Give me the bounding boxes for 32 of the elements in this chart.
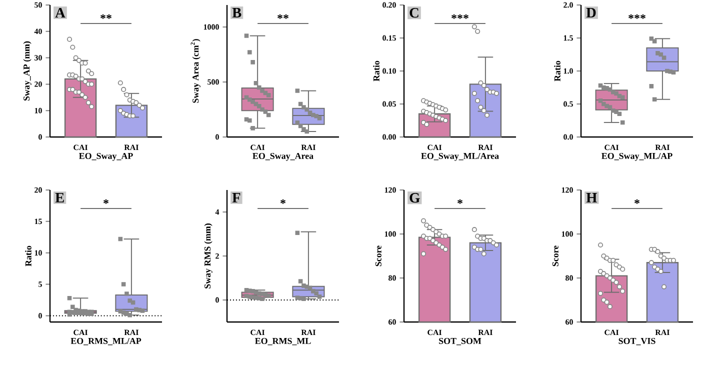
y-axis-title: Sway RMS (mm)	[204, 224, 212, 288]
y-axis-title: Ratio	[373, 60, 380, 82]
y-axis-title: Sway Area (cm$^{2}$)	[190, 39, 200, 103]
y-axis-title: Score	[375, 246, 382, 266]
chart-title: H	[586, 193, 597, 202]
x-axis-title: EO_Sway_ML/AP	[602, 152, 672, 161]
annotation: *	[458, 199, 462, 204]
x-axis-title: EO_Sway_AP	[79, 152, 133, 161]
annotation: **	[100, 14, 112, 19]
y-axis-title: Score	[552, 246, 558, 266]
x-axis-title: EO_RMS_ML/AP	[70, 338, 142, 346]
chart-title: C	[410, 8, 418, 18]
y-axis-title: Ratio	[25, 246, 32, 266]
y-axis-title: Ratio	[554, 60, 560, 82]
x-axis-title: SOT_SOM	[439, 338, 482, 346]
chart-title: F	[232, 193, 240, 202]
chart-title: D	[586, 8, 596, 18]
annotation: ***	[628, 14, 646, 19]
chart-title: B	[232, 8, 242, 18]
chart-title: A	[55, 8, 66, 18]
annotation: *	[104, 199, 108, 204]
annotation: ***	[452, 14, 468, 19]
annotation: *	[634, 199, 640, 204]
chart-title: G	[410, 193, 420, 203]
chart-title: E	[55, 193, 64, 202]
x-axis-title: SOT_VIS	[618, 338, 656, 346]
annotation: *	[280, 199, 286, 204]
x-axis-title: EO_Sway_ML/Area	[421, 152, 499, 161]
y-axis-title: Sway_AP (mm)	[23, 41, 32, 101]
x-axis-title: EO_RMS_ML	[255, 338, 311, 346]
annotation: **	[278, 14, 288, 19]
x-axis-title: EO_Sway_Area	[252, 152, 314, 161]
